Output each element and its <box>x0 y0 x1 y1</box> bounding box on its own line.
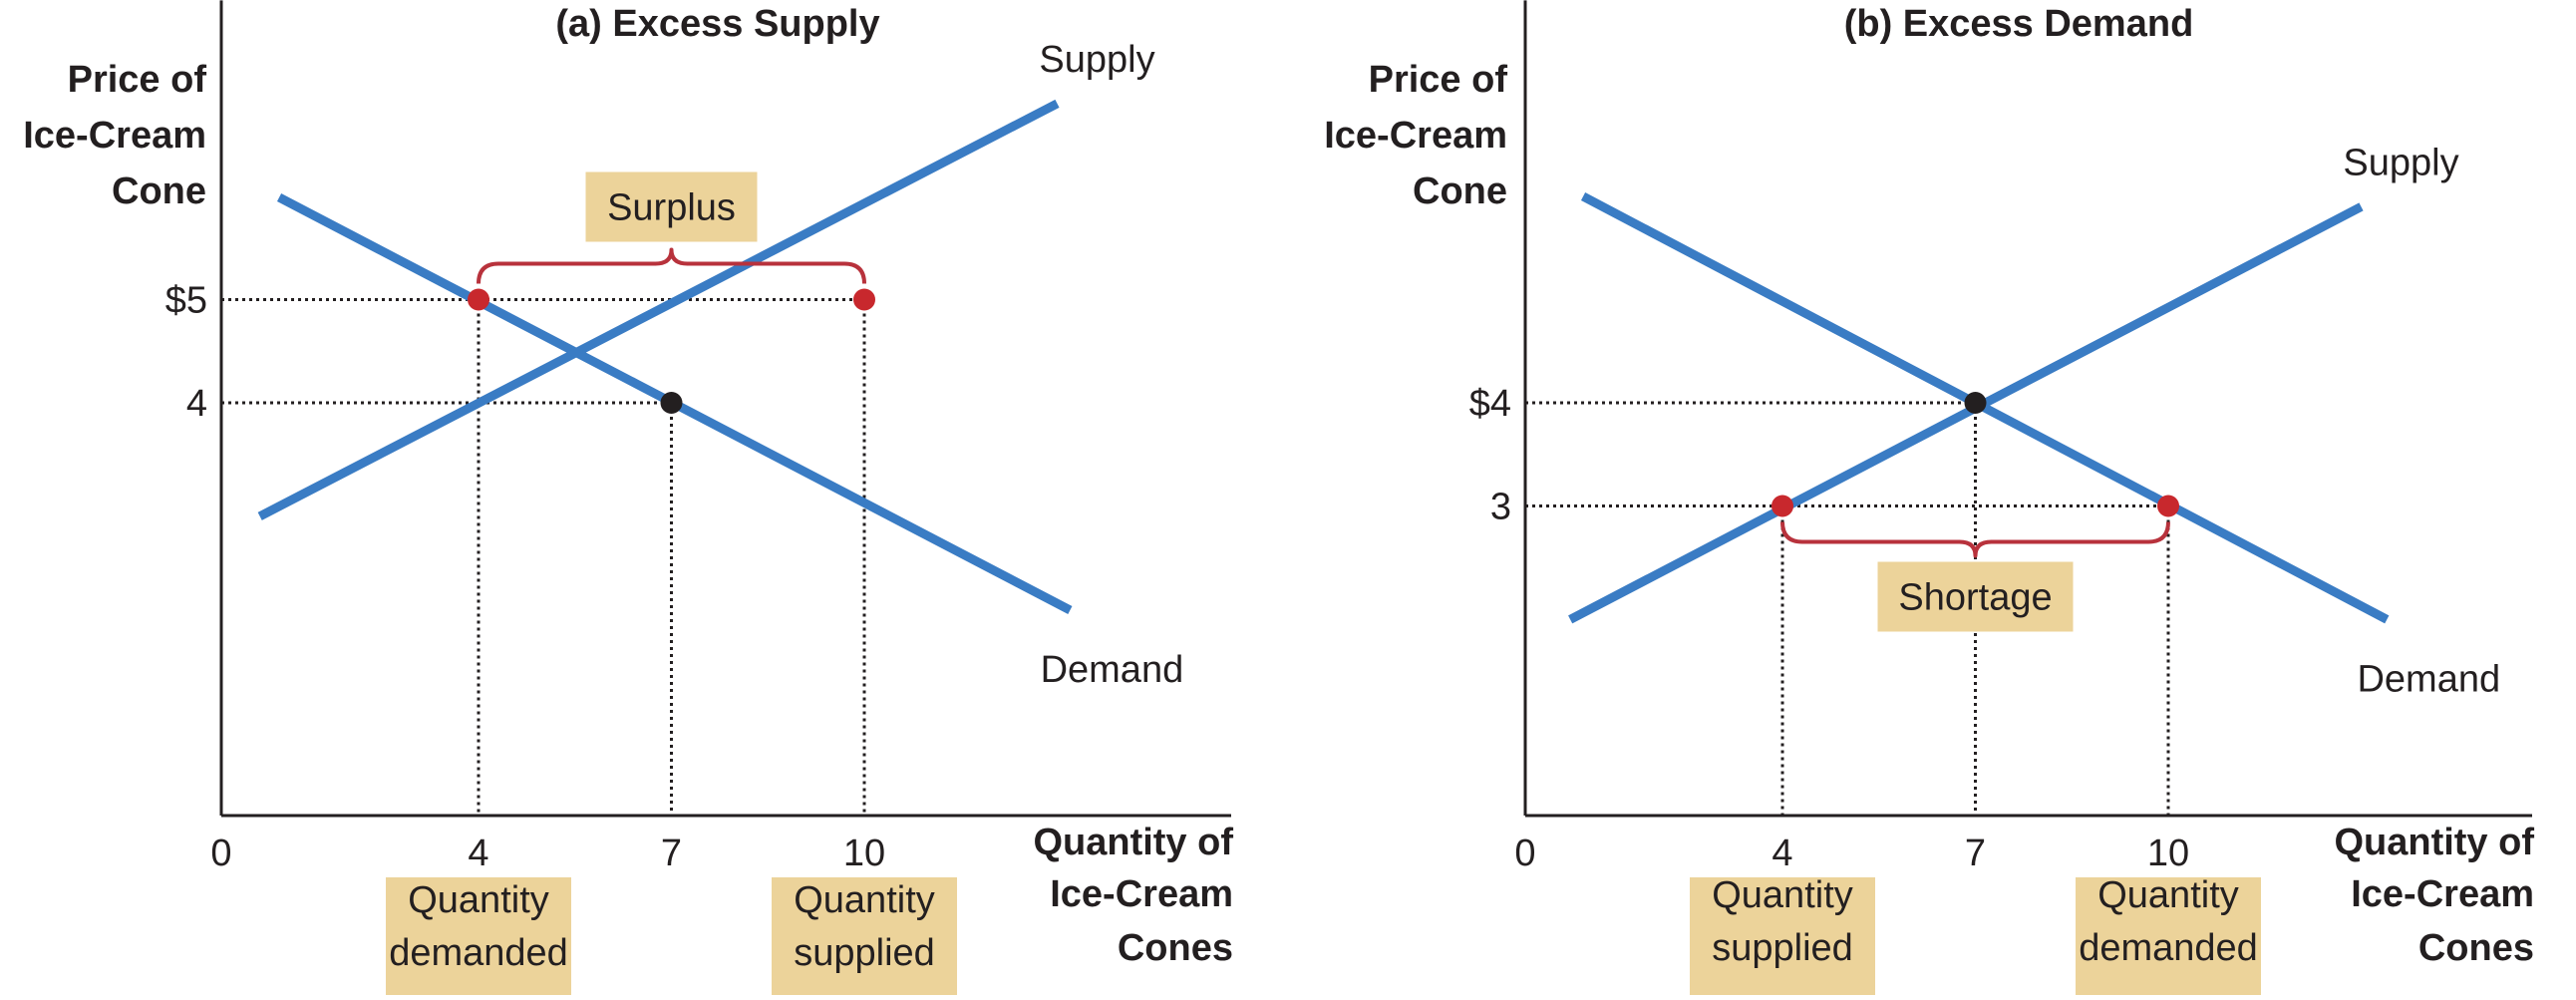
x-axis-label: Ice-Cream <box>2351 873 2534 915</box>
x-tick-label: 0 <box>210 833 231 874</box>
quantity-label-box <box>386 877 571 995</box>
x-tick-label: 10 <box>843 833 885 874</box>
marked-point <box>853 288 875 311</box>
quantity-label: Quantity <box>408 879 549 921</box>
quantity-label: supplied <box>1712 927 1853 969</box>
y-tick-label: $5 <box>165 280 207 322</box>
y-axis-label: Cone <box>112 170 206 212</box>
y-tick-label: $4 <box>1469 383 1511 425</box>
gap-brace <box>1780 521 2170 558</box>
demand-label: Demand <box>2357 658 2500 700</box>
x-axis-label: Ice-Cream <box>1050 873 1233 915</box>
y-tick-label: 3 <box>1490 487 1511 528</box>
y-axis-label: Cone <box>1413 170 1507 212</box>
quantity-label: supplied <box>794 932 935 974</box>
quantity-label: demanded <box>2079 927 2258 969</box>
demand-label: Demand <box>1041 649 1184 691</box>
y-axis-label: Ice-Cream <box>1324 115 1507 157</box>
marked-point <box>1771 495 1793 517</box>
y-axis-label: Ice-Cream <box>23 115 206 157</box>
surplus-label: Surplus <box>607 187 736 229</box>
x-tick-label: 10 <box>2147 833 2189 874</box>
chart-panel-b: (b) Excess Demand Price of Ice-Cream Cone Qu… <box>1324 0 2534 995</box>
quantity-label: Quantity <box>794 879 935 921</box>
gap-label-box <box>585 171 758 242</box>
y-axis-label: Price of <box>1369 59 1508 101</box>
supply-label: Supply <box>1039 39 1154 81</box>
y-tick-label: 4 <box>186 383 207 425</box>
x-axis-label: Cones <box>1118 927 1233 969</box>
supply-curve <box>257 99 1060 520</box>
supply-label: Supply <box>2343 142 2458 183</box>
quantity-label: demanded <box>389 932 568 974</box>
gap-label-box <box>1877 561 2074 632</box>
x-axis-label: Quantity of <box>2334 822 2534 863</box>
y-axis-label: Price of <box>68 59 207 101</box>
x-tick-label: 7 <box>1965 833 1986 874</box>
x-axis-label: Cones <box>2418 927 2534 969</box>
x-axis-label: Quantity of <box>1033 822 1233 863</box>
x-tick-label: 7 <box>661 833 682 874</box>
supply-curve <box>1568 202 2364 624</box>
marked-point <box>468 288 489 311</box>
x-tick-label: 4 <box>1771 833 1792 874</box>
quantity-label-box <box>2076 877 2261 995</box>
marked-point <box>2157 495 2179 517</box>
x-tick-label: 4 <box>468 833 488 874</box>
equilibrium-point <box>660 392 683 414</box>
quantity-label-box <box>772 877 957 995</box>
quantity-label: Quantity <box>1712 874 1853 916</box>
quantity-label: Quantity <box>2097 874 2239 916</box>
quantity-label-box <box>1690 877 1875 995</box>
equilibrium-point <box>1964 392 1987 414</box>
gap-brace <box>477 247 866 284</box>
chart-panel-a: (a) Excess Supply Price of Ice-Cream Cone Qu… <box>23 0 1233 995</box>
x-tick-label: 0 <box>1514 833 1535 874</box>
chart-title: (a) Excess Supply <box>555 3 879 45</box>
chart-title: (b) Excess Demand <box>1844 3 2194 45</box>
shortage-label: Shortage <box>1898 577 2052 619</box>
